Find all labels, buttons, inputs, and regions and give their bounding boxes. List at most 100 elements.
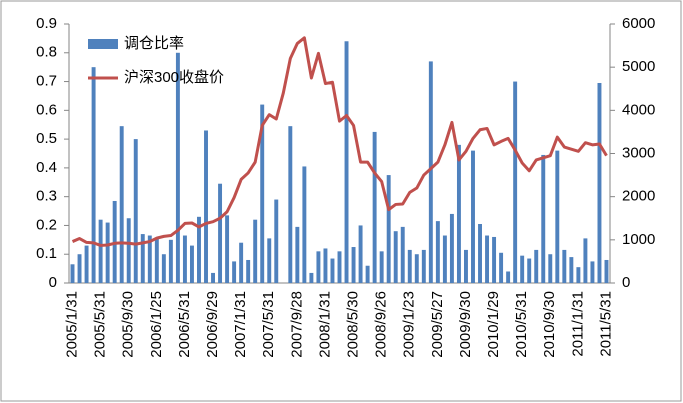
bar <box>456 144 461 283</box>
x-tick-label: 2005/5/31 <box>92 291 109 358</box>
bar <box>379 251 384 283</box>
x-tick-label: 2009/1/23 <box>401 291 418 358</box>
bar <box>421 249 426 283</box>
x-tick-label: 2008/1/31 <box>316 291 333 358</box>
bar <box>478 224 482 283</box>
bar <box>197 216 201 283</box>
bar <box>435 221 440 283</box>
x-tick-label: 2006/1/25 <box>148 291 165 358</box>
bar <box>267 238 272 283</box>
bar <box>351 247 356 283</box>
bar <box>140 234 145 283</box>
y2-tick-label: 3000 <box>622 144 655 161</box>
y-tick-label: 0.6 <box>36 101 57 118</box>
x-tick-label: 2009/5/27 <box>429 291 446 358</box>
bar <box>520 255 525 283</box>
bar <box>98 219 103 283</box>
bar <box>541 154 546 283</box>
bar <box>260 104 265 283</box>
x-tick-label: 2008/5/30 <box>345 291 362 358</box>
bar <box>534 249 539 283</box>
bar <box>555 150 560 283</box>
x-tick-label: 2008/9/26 <box>373 291 390 358</box>
bar <box>91 67 96 284</box>
bar <box>428 61 433 284</box>
bar <box>225 215 230 283</box>
bar <box>590 261 595 283</box>
bar <box>147 235 152 283</box>
bar <box>239 242 244 283</box>
x-tick-label: 2007/5/31 <box>260 291 277 358</box>
y-tick-label: 0.2 <box>36 216 57 233</box>
x-tick-label: 2010/1/29 <box>485 291 502 358</box>
bar <box>175 52 180 284</box>
x-tick-label: 2009/9/30 <box>457 291 474 358</box>
bar <box>393 231 398 283</box>
bar <box>400 226 405 283</box>
bar <box>288 126 293 284</box>
bar <box>119 126 124 284</box>
bar <box>407 249 412 283</box>
bar <box>576 267 581 283</box>
bar <box>562 249 567 283</box>
bar <box>414 254 419 283</box>
bar <box>492 236 497 283</box>
line <box>71 36 608 247</box>
bar <box>211 272 215 283</box>
y2-tick-label: 4000 <box>622 101 655 118</box>
y2-tick-label: 1000 <box>622 231 655 248</box>
bar <box>386 175 391 283</box>
bar <box>316 251 321 283</box>
bar <box>499 252 504 283</box>
bar <box>323 248 328 283</box>
bar <box>506 271 511 283</box>
bar <box>548 254 553 283</box>
x-tick-label: 2007/1/31 <box>232 291 249 358</box>
bar <box>309 272 314 283</box>
bar <box>189 245 194 283</box>
bar <box>70 264 75 283</box>
bar <box>569 257 574 283</box>
bar <box>597 82 602 283</box>
x-tick-label: 2007/9/28 <box>288 291 305 358</box>
bar <box>513 81 518 283</box>
bar <box>84 245 89 283</box>
y2-tick-label: 6000 <box>622 15 655 32</box>
y2-tick-label: 5000 <box>622 58 655 75</box>
bar <box>485 235 490 283</box>
bar <box>246 259 251 283</box>
y-tick-label: 0.1 <box>36 245 57 262</box>
bar <box>218 183 223 283</box>
bar <box>344 41 349 284</box>
bar <box>358 225 363 283</box>
bar <box>583 238 588 283</box>
x-tick-label: 2010/5/31 <box>513 291 530 358</box>
bar <box>302 166 307 283</box>
bar <box>77 254 82 283</box>
y-tick-label: 0.4 <box>36 159 57 176</box>
y2-tick-label: 2000 <box>622 188 655 205</box>
x-tick-label: 2011/5/31 <box>597 291 614 357</box>
bar <box>295 226 300 283</box>
legend-swatch <box>88 39 118 49</box>
x-tick-label: 2010/9/30 <box>541 291 558 358</box>
y-tick-label: 0.3 <box>36 188 57 205</box>
y-tick-label: 0.7 <box>36 73 57 90</box>
bar <box>449 213 454 283</box>
x-tick-label: 2006/5/31 <box>176 291 193 358</box>
x-tick-label: 2006/9/29 <box>204 291 221 358</box>
bar <box>126 218 131 283</box>
bar <box>365 265 370 283</box>
bar <box>232 261 237 283</box>
y-tick-label: 0.9 <box>36 15 57 32</box>
bar <box>372 131 377 283</box>
bar <box>471 150 475 283</box>
y-tick-label: 0 <box>49 274 57 291</box>
legend-label: 调仓比率 <box>124 35 184 52</box>
x-tick-label: 2005/9/30 <box>120 291 137 358</box>
y2-tick-label: 0 <box>622 274 630 291</box>
bar <box>604 259 609 283</box>
y-tick-label: 0.5 <box>36 130 57 147</box>
bar <box>274 199 279 283</box>
